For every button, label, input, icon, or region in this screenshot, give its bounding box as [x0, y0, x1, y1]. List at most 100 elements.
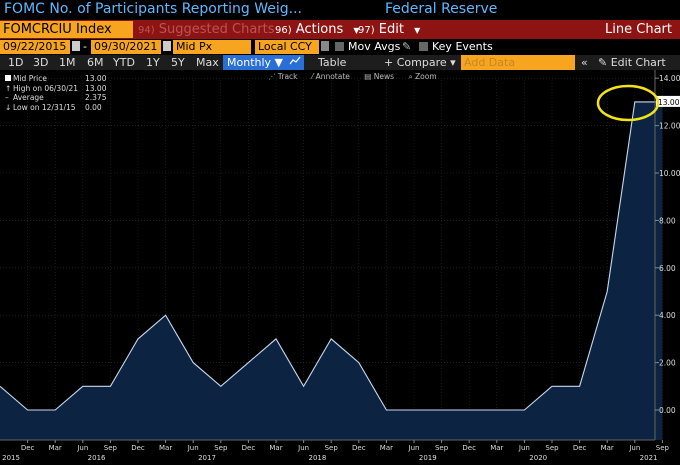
- actions-label: Actions: [295, 22, 344, 37]
- mov-avgs-checkbox[interactable]: [335, 42, 344, 51]
- frequency-selector[interactable]: Monthly ▼: [223, 55, 288, 70]
- frequency-label: Monthly: [227, 56, 272, 69]
- range-max[interactable]: Max: [196, 56, 219, 69]
- mov-avgs-label: Mov Avgs: [348, 40, 401, 53]
- edit-chart-label: Edit Chart: [610, 56, 666, 69]
- date-bar: 09/22/2015 - 09/30/2021 Mid Px Local CCY…: [0, 39, 680, 55]
- x-year-label: 2016: [88, 454, 106, 462]
- suggested-num: 94): [138, 25, 155, 36]
- start-date-field[interactable]: 09/22/2015: [0, 40, 70, 54]
- zoom-tool[interactable]: ⌕ Zoom: [408, 72, 437, 81]
- legend-value: 2.375: [85, 93, 107, 103]
- start-calendar-icon[interactable]: [72, 41, 80, 51]
- suggested-charts-button[interactable]: 94) Suggested Charts: [138, 21, 275, 38]
- legend-label: High on 06/30/21: [13, 83, 79, 93]
- news-tool[interactable]: ▤ News: [364, 72, 395, 81]
- legend-row[interactable]: Mid Price 13.00: [5, 74, 107, 84]
- x-axis-ticks: Dec Mar Jun Sep Dec Mar Jun Sep Dec Mar Jun Sep Dec M…: [2, 440, 670, 462]
- chart-type-label: Line Chart: [605, 22, 672, 37]
- range-1d[interactable]: 1D: [8, 56, 24, 69]
- currency-selector[interactable]: Local CCY: [255, 40, 319, 54]
- x-tick-label: Sep: [325, 444, 339, 452]
- legend-value: 0.00: [85, 102, 102, 112]
- average-dash-icon: –: [5, 93, 9, 103]
- edit-num: 97): [358, 25, 375, 36]
- suggested-label: Suggested Charts: [158, 22, 275, 37]
- currency-dropdown-icon[interactable]: [321, 41, 329, 51]
- series-area: [0, 101, 663, 441]
- x-tick-label: Jun: [297, 444, 309, 452]
- high-arrow-icon: ↑: [5, 83, 12, 93]
- x-year-label: 2017: [198, 454, 216, 462]
- x-tick-label: Sep: [104, 444, 118, 452]
- edit-chart-button[interactable]: ✎ Edit Chart: [598, 55, 666, 70]
- add-data-input[interactable]: Add Data: [461, 55, 575, 70]
- key-events-checkbox[interactable]: [419, 42, 428, 51]
- last-value-marker: 13.00: [656, 95, 680, 107]
- legend-value: 13.00: [85, 74, 107, 83]
- legend-label: Mid Price: [13, 74, 47, 83]
- chart-plot[interactable]: 0.00 2.00 4.00 6.00 8.00 10.00 12.00 14.00 Dec M…: [0, 70, 680, 465]
- edit-button[interactable]: 97) Edit ▼: [358, 21, 420, 38]
- menu-bar: FOMCRCIU Index 94) Suggested Charts 96) …: [0, 20, 680, 39]
- x-tick-label: Dec: [21, 444, 35, 452]
- low-arrow-icon: ↓: [5, 102, 12, 112]
- x-year-label: 2015: [2, 454, 20, 462]
- range-6m[interactable]: 6M: [87, 56, 104, 69]
- x-tick-label: Dec: [131, 444, 145, 452]
- edit-caret-icon: ▼: [414, 26, 421, 35]
- x-tick-label: Mar: [380, 444, 393, 452]
- y-tick-label: 8.00: [659, 216, 676, 225]
- highlight-ellipse: [596, 84, 660, 122]
- range-5y[interactable]: 5Y: [171, 56, 185, 69]
- frequency-caret-icon: ▼: [274, 56, 284, 69]
- collapse-icon[interactable]: «: [581, 56, 588, 69]
- range-1m[interactable]: 1M: [59, 56, 76, 69]
- mov-avgs-edit-icon[interactable]: ✎: [402, 40, 412, 53]
- actions-num: 96): [275, 25, 292, 36]
- last-value-box: [656, 95, 680, 107]
- end-calendar-icon[interactable]: [163, 41, 171, 51]
- news-label: News: [373, 72, 395, 81]
- range-1y[interactable]: 1Y: [146, 56, 160, 69]
- end-date-field[interactable]: 09/30/2021: [91, 40, 161, 54]
- title-bar: FOMC No. of Participants Reporting Weig.…: [0, 0, 680, 20]
- track-tool[interactable]: ⋰ Track: [268, 72, 298, 81]
- x-tick-label: Jun: [76, 444, 88, 452]
- annotate-tool[interactable]: ⁄ Annotate: [311, 72, 350, 81]
- compare-button[interactable]: + Compare ▾: [384, 55, 456, 70]
- legend-value: 13.00: [85, 83, 107, 93]
- ticker-field[interactable]: FOMCRCIU Index: [0, 21, 133, 38]
- x-tick-label: Dec: [462, 444, 476, 452]
- window-title: FOMC No. of Participants Reporting Weig.…: [4, 1, 302, 17]
- source-label: Federal Reserve: [385, 1, 498, 17]
- actions-caret-icon: ▼: [353, 26, 360, 35]
- actions-button[interactable]: 96) Actions ▼: [275, 21, 360, 38]
- track-label: Track: [277, 72, 298, 81]
- range-ytd[interactable]: YTD: [113, 56, 135, 69]
- range-3d[interactable]: 3D: [33, 56, 49, 69]
- legend-row: ↑ High on 06/30/21 13.00: [5, 83, 107, 94]
- line-chart-icon[interactable]: [286, 55, 304, 70]
- last-value-label: 13.00: [658, 98, 680, 107]
- toolbar: 1D 3D 1M 6M YTD 1Y 5Y Max Monthly ▼ Tabl…: [0, 55, 680, 70]
- x-year-label: 2020: [529, 454, 547, 462]
- chart-tools: ⋰ Track ⁄ Annotate ▤ News ⌕ Zoom: [268, 72, 449, 82]
- field-selector[interactable]: Mid Px: [173, 40, 251, 54]
- grid-lines: [0, 77, 663, 440]
- x-tick-label: Sep: [435, 444, 449, 452]
- x-tick-label: Mar: [601, 444, 614, 452]
- y-tick-label: 12.00: [659, 122, 680, 131]
- x-tick-label: Dec: [573, 444, 587, 452]
- x-tick-label: Jun: [187, 444, 199, 452]
- compare-label: + Compare: [384, 56, 447, 69]
- x-tick-label: Jun: [408, 444, 420, 452]
- series-line: [0, 101, 663, 411]
- edit-chart-pencil-icon: ✎: [598, 56, 611, 69]
- compare-caret-icon: ▾: [450, 56, 456, 69]
- y-tick-label: 10.00: [659, 169, 680, 178]
- x-year-label: 2018: [308, 454, 326, 462]
- table-button[interactable]: Table: [318, 56, 347, 69]
- x-tick-label: Sep: [656, 444, 670, 452]
- legend-swatch-icon: [5, 75, 11, 81]
